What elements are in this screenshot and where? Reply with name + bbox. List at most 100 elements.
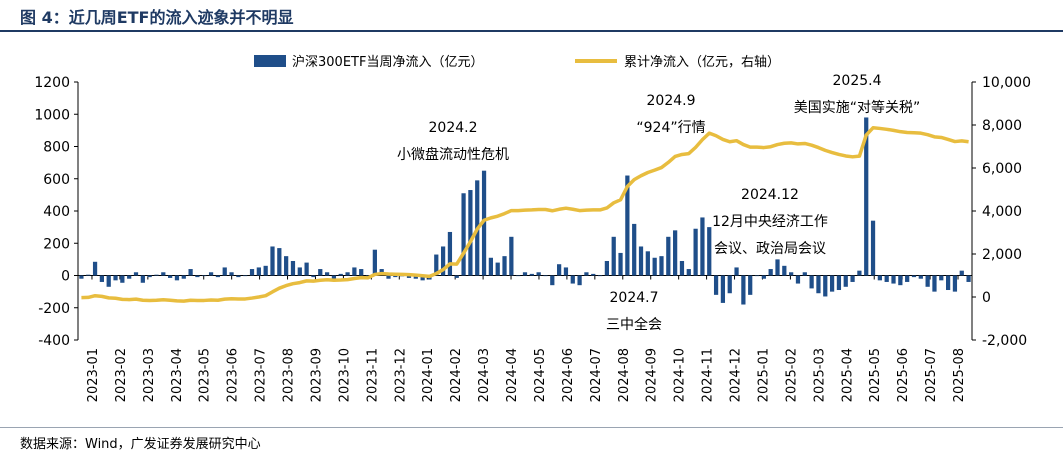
- weekly-inflow-bar: [290, 260, 296, 276]
- weekly-inflow-bar: [911, 275, 917, 278]
- weekly-inflow-bar: [359, 269, 364, 276]
- right-axis-tick-label: 4,000: [982, 204, 1022, 220]
- weekly-inflow-bar: [229, 272, 234, 276]
- weekly-inflow-bar: [918, 275, 923, 279]
- cumulative-inflow-line: [81, 126, 969, 303]
- weekly-inflow-bar: [461, 193, 466, 276]
- weekly-inflow-bar: [263, 265, 268, 276]
- x-axis-tick-label: 2025-08: [952, 348, 967, 402]
- weekly-inflow-bar: [208, 272, 214, 276]
- weekly-inflow-bar: [195, 275, 200, 278]
- x-axis-tick-label: 2024-05: [533, 348, 548, 402]
- weekly-inflow-bar: [870, 220, 876, 276]
- annotation-text: 小微盘流动性危机: [397, 146, 509, 163]
- weekly-inflow-bar: [707, 227, 712, 276]
- weekly-inflow-bar: [713, 275, 719, 295]
- weekly-inflow-bar: [529, 273, 534, 276]
- weekly-inflow-bar: [488, 257, 493, 276]
- weekly-inflow-bar: [468, 190, 473, 276]
- weekly-inflow-bar: [775, 259, 780, 276]
- weekly-inflow-bar: [741, 275, 746, 305]
- weekly-inflow-bar: [857, 270, 862, 276]
- weekly-inflow-bar: [829, 275, 835, 292]
- annotation-text: “924”行情: [636, 120, 705, 136]
- annotations: 2024.2 小微盘流动性危机 2024.9 “924”行情 2025.4 美国实施“对等…: [397, 73, 920, 333]
- weekly-inflow-bar: [324, 272, 330, 276]
- weekly-inflow-bar: [946, 275, 951, 291]
- weekly-inflow-bar: [932, 275, 937, 292]
- weekly-inflow-bar: [734, 267, 739, 276]
- weekly-inflow-bar: [727, 275, 732, 294]
- x-axis-tick-label: 2024-07: [589, 348, 604, 402]
- weekly-inflow-bar: [92, 261, 98, 276]
- weekly-inflow-bar: [720, 275, 726, 303]
- weekly-inflow-bar: [843, 275, 848, 287]
- weekly-inflow-bar: [905, 275, 910, 282]
- weekly-inflow-bar: [563, 267, 569, 276]
- weekly-inflow-bar: [270, 246, 275, 276]
- weekly-inflow-bar: [188, 269, 193, 276]
- right-axis-tick-label: -2,000: [982, 333, 1027, 349]
- weekly-inflow-bar: [495, 262, 500, 276]
- annotation-text: 2024.2: [429, 120, 478, 136]
- x-axis-tick-label: 2024-03: [477, 348, 492, 402]
- weekly-inflow-bar: [127, 275, 132, 279]
- weekly-inflow-bar: [836, 275, 842, 291]
- weekly-inflow-bar: [406, 275, 412, 278]
- weekly-inflow-bar: [597, 275, 603, 277]
- weekly-inflow-bar: [884, 275, 889, 282]
- weekly-inflow-bar: [618, 252, 623, 276]
- title-divider: [0, 30, 1063, 32]
- right-axis-tick-label: 0: [982, 290, 991, 306]
- legend-line-label: 累计净流入（亿元，右轴）: [624, 55, 780, 70]
- annotation-text: 2024.12: [741, 187, 799, 203]
- weekly-inflow-bar: [113, 275, 118, 281]
- x-axis-tick-label: 2023-06: [226, 348, 241, 402]
- x-axis-tick-label: 2023-08: [282, 348, 297, 402]
- weekly-inflow-bar: [789, 272, 794, 276]
- weekly-inflow-bar: [809, 275, 814, 289]
- weekly-inflow-bar: [318, 269, 323, 276]
- weekly-inflow-bar: [850, 275, 855, 282]
- annotation-text: 美国实施“对等关税”: [794, 99, 921, 116]
- annotation: 2025.4 美国实施“对等关税”: [794, 73, 921, 116]
- x-axis-tick-label: 2024-01: [421, 348, 436, 402]
- x-axis-tick-label: 2024-06: [561, 348, 576, 402]
- x-axis-tick-label: 2024-12: [729, 348, 744, 402]
- left-axis-tick-label: -200: [38, 301, 70, 317]
- right-axis-tick-label: 2,000: [982, 247, 1022, 263]
- weekly-inflow-bar: [516, 275, 521, 277]
- weekly-inflow-bar: [147, 275, 152, 278]
- weekly-inflow-bar: [584, 272, 589, 276]
- x-axis-tick-label: 2024-09: [645, 348, 660, 402]
- x-axis-tick-label: 2023-05: [198, 348, 213, 402]
- annotation: 2024.2 小微盘流动性危机: [397, 120, 509, 163]
- weekly-inflow-bar: [372, 249, 377, 276]
- bottom-divider: [0, 427, 1063, 428]
- weekly-inflow-bar: [673, 230, 678, 276]
- weekly-inflow-bar: [386, 275, 391, 279]
- weekly-inflow-bar: [215, 275, 221, 278]
- weekly-inflow-bar: [659, 256, 664, 276]
- weekly-inflow-bar: [447, 231, 453, 276]
- weekly-inflow-bar: [345, 272, 350, 276]
- left-axis-tick-label: 0: [61, 269, 70, 285]
- weekly-inflow-bar: [925, 275, 930, 287]
- weekly-inflow-bar: [284, 256, 289, 276]
- weekly-inflow-bar: [802, 272, 807, 276]
- weekly-inflow-bar: [297, 267, 302, 276]
- weekly-inflow-bar: [181, 275, 186, 279]
- weekly-inflow-bar: [864, 117, 869, 276]
- weekly-inflow-bar: [898, 275, 903, 286]
- right-axis-tick-label: 6,000: [982, 161, 1022, 177]
- x-axis-tick-label: 2023-03: [142, 348, 157, 402]
- line-series: [81, 126, 969, 303]
- weekly-inflow-bar: [352, 267, 357, 276]
- left-axis-tick-label: 800: [43, 140, 70, 156]
- right-axis-tick-label: 8,000: [982, 118, 1022, 134]
- weekly-inflow-bar: [611, 236, 616, 276]
- weekly-inflow-bar: [154, 274, 159, 276]
- weekly-inflow-bar: [686, 269, 691, 276]
- weekly-inflow-bar: [877, 275, 882, 281]
- weekly-inflow-bar: [338, 273, 343, 276]
